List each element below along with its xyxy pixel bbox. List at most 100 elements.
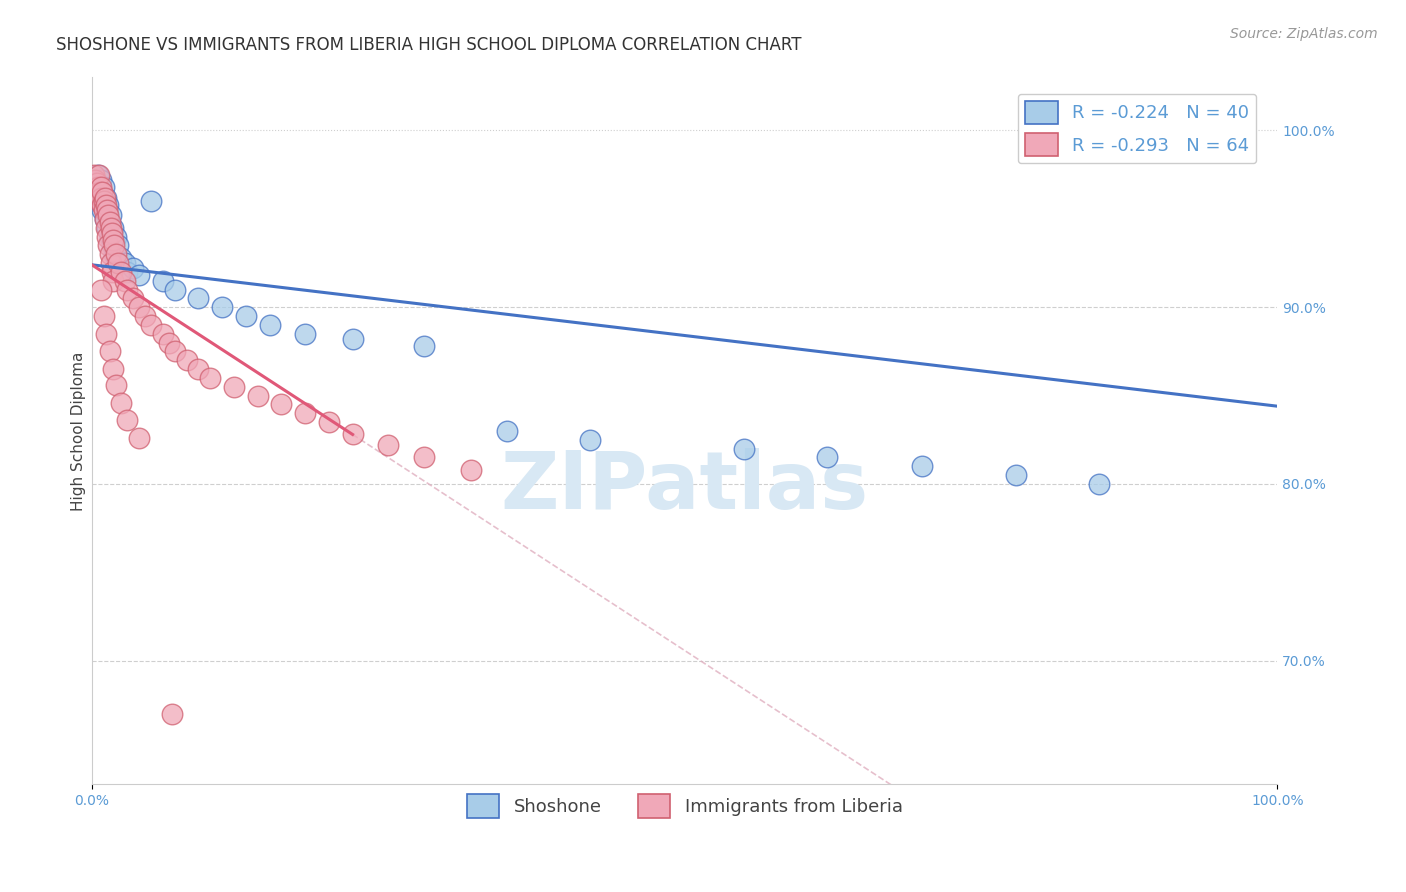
Point — [1088, 477, 1111, 491]
Point — [91, 197, 114, 211]
Point — [578, 433, 600, 447]
Point — [117, 413, 139, 427]
Point — [94, 191, 117, 205]
Point — [89, 194, 111, 209]
Point — [90, 191, 112, 205]
Point — [98, 229, 121, 244]
Point — [93, 194, 115, 209]
Point — [90, 173, 112, 187]
Point — [87, 168, 110, 182]
Point — [97, 208, 120, 222]
Point — [910, 459, 932, 474]
Point — [100, 220, 122, 235]
Point — [128, 431, 150, 445]
Point — [128, 268, 150, 283]
Point — [1005, 468, 1028, 483]
Point — [342, 427, 364, 442]
Point — [294, 326, 316, 341]
Point — [91, 186, 114, 200]
Point — [94, 211, 117, 226]
Point — [87, 168, 110, 182]
Point — [94, 220, 117, 235]
Point — [93, 309, 115, 323]
Point — [114, 274, 136, 288]
Point — [412, 339, 434, 353]
Point — [96, 229, 118, 244]
Point — [104, 229, 127, 244]
Point — [90, 180, 112, 194]
Point — [460, 463, 482, 477]
Point — [86, 177, 108, 191]
Point — [101, 220, 124, 235]
Point — [377, 438, 399, 452]
Point — [117, 283, 139, 297]
Point — [103, 238, 125, 252]
Point — [211, 300, 233, 314]
Point — [100, 256, 122, 270]
Point — [733, 442, 755, 456]
Point — [139, 194, 162, 209]
Point — [101, 362, 124, 376]
Point — [222, 380, 245, 394]
Point — [110, 395, 132, 409]
Legend: Shoshone, Immigrants from Liberia: Shoshone, Immigrants from Liberia — [460, 788, 910, 825]
Point — [98, 344, 121, 359]
Point — [87, 186, 110, 200]
Point — [270, 397, 292, 411]
Point — [246, 388, 269, 402]
Point — [122, 261, 145, 276]
Point — [97, 197, 120, 211]
Point — [176, 353, 198, 368]
Point — [294, 406, 316, 420]
Point — [84, 173, 107, 187]
Text: SHOSHONE VS IMMIGRANTS FROM LIBERIA HIGH SCHOOL DIPLOMA CORRELATION CHART: SHOSHONE VS IMMIGRANTS FROM LIBERIA HIGH… — [56, 36, 801, 54]
Point — [187, 362, 209, 376]
Point — [134, 309, 156, 323]
Point — [87, 180, 110, 194]
Point — [101, 238, 124, 252]
Y-axis label: High School Diploma: High School Diploma — [72, 351, 86, 510]
Text: ZIPatlas: ZIPatlas — [501, 449, 869, 526]
Point — [84, 177, 107, 191]
Point — [139, 318, 162, 332]
Point — [101, 226, 124, 240]
Point — [98, 215, 121, 229]
Point — [100, 208, 122, 222]
Point — [101, 233, 124, 247]
Point — [163, 344, 186, 359]
Point — [259, 318, 281, 332]
Point — [93, 180, 115, 194]
Point — [89, 186, 111, 200]
Point — [495, 424, 517, 438]
Point — [94, 191, 117, 205]
Point — [94, 326, 117, 341]
Point — [107, 256, 129, 270]
Point — [104, 247, 127, 261]
Point — [90, 283, 112, 297]
Point — [93, 202, 115, 217]
Point — [110, 265, 132, 279]
Point — [318, 415, 340, 429]
Point — [89, 194, 111, 209]
Point — [163, 283, 186, 297]
Point — [162, 706, 184, 721]
Point — [83, 168, 105, 182]
Text: Source: ZipAtlas.com: Source: ZipAtlas.com — [1230, 27, 1378, 41]
Point — [152, 326, 174, 341]
Point — [96, 220, 118, 235]
Point — [110, 251, 132, 265]
Point — [104, 378, 127, 392]
Point — [101, 265, 124, 279]
Point — [103, 247, 125, 261]
Point — [187, 292, 209, 306]
Point — [91, 202, 114, 217]
Point — [117, 265, 139, 279]
Point — [98, 247, 121, 261]
Point — [94, 197, 117, 211]
Point — [101, 274, 124, 288]
Point — [96, 202, 118, 217]
Point — [94, 211, 117, 226]
Point — [200, 371, 222, 385]
Point — [152, 274, 174, 288]
Point — [107, 238, 129, 252]
